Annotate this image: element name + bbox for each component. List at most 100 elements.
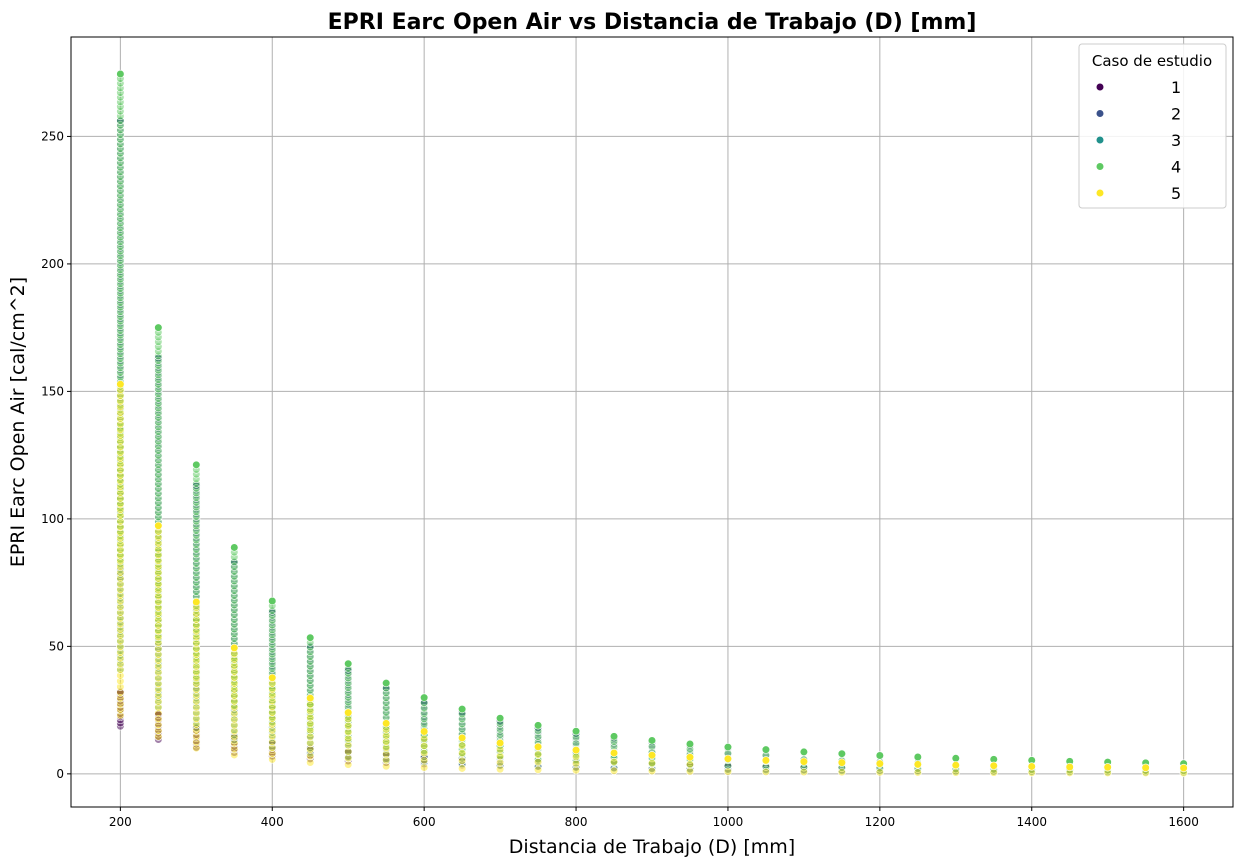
data-point-series-5 [723,767,733,776]
data-point-series-4 [344,659,353,668]
data-point-series-5 [420,749,429,758]
legend-marker [1095,135,1105,145]
data-point-series-4 [571,727,581,736]
y-tick-label: 50 [49,639,64,653]
data-point-series-4 [533,721,543,730]
data-point-series-4 [837,749,846,758]
legend-marker [1095,82,1105,92]
x-tick-label: 1200 [865,815,896,829]
data-point-series-5 [306,694,315,703]
data-point-series-4 [496,714,505,723]
legend-marker [1095,162,1105,171]
data-point-series-5 [230,643,239,653]
data-point-series-5 [268,673,277,682]
data-point-series-5 [761,767,771,776]
data-point-series-4 [230,543,239,552]
data-point-series-4 [420,693,429,702]
legend-label: 4 [1171,158,1181,177]
data-point-series-5 [723,754,733,763]
data-point-series-5 [875,768,884,777]
legend: Caso de estudio 1 2 3 4 5 [1078,43,1227,209]
data-point-series-5 [533,750,543,759]
data-point-series-5 [420,756,429,765]
data-point-series-5 [799,757,808,766]
data-point-series-4 [875,751,884,760]
data-point-series-5 [116,380,125,389]
data-point-series-5 [420,727,429,736]
data-point-series-4 [154,323,163,332]
data-point-series-4 [723,742,733,752]
data-point-series-5 [609,766,619,775]
data-point-series-5 [1103,763,1112,772]
data-point-series-5 [875,759,884,768]
data-point-series-4 [382,678,391,688]
y-tick-label: 0 [56,767,64,781]
data-point-series-5 [837,768,846,777]
x-tick-label: 400 [261,815,284,829]
data-point-series-4 [306,633,315,642]
grid [71,37,1233,807]
x-axis-ticks: 200 400 600 800 1000 1200 1400 1600 [109,807,1199,829]
data-point-series-4 [951,754,960,763]
data-point-series-5 [458,733,467,743]
data-point-series-5 [685,753,695,762]
data-point-series-4 [268,596,277,606]
scatter-points [116,69,1188,778]
x-tick-label: 800 [565,815,588,829]
legend-items: 1 2 3 4 5 [1095,78,1181,203]
legend-label: 3 [1171,131,1181,150]
x-tick-label: 600 [413,815,436,829]
data-point-series-5 [533,742,543,751]
data-point-series-5 [458,749,467,758]
data-point-series-4 [458,704,467,714]
data-point-series-5 [420,741,429,751]
data-point-series-5 [458,741,467,750]
y-tick-label: 200 [41,257,64,271]
data-point-series-4 [761,745,771,754]
legend-label: 5 [1171,184,1181,203]
data-point-series-5 [192,597,201,607]
data-point-series-5 [647,766,657,776]
data-point-series-5 [647,759,657,768]
legend-box [1078,43,1227,209]
data-point-series-5 [1179,763,1188,773]
data-point-series-5 [1027,762,1036,771]
x-tick-label: 200 [109,815,132,829]
data-point-series-5 [382,719,391,728]
data-point-series-5 [913,768,922,777]
data-point-series-5 [344,708,353,717]
data-point-series-5 [685,767,695,776]
data-point-series-5 [951,761,960,770]
data-point-series-5 [761,756,771,765]
legend-title: Caso de estudio [1092,52,1212,70]
data-point-series-5 [647,751,657,760]
data-point-series-4 [647,736,657,745]
data-point-series-4 [609,732,619,741]
data-point-series-5 [837,758,846,767]
plot-frame [70,36,1234,808]
legend-label: 2 [1171,105,1181,124]
data-point-series-4 [116,69,125,79]
data-point-series-5 [458,764,467,773]
legend-label: 1 [1171,78,1181,97]
x-axis-label: Distancia de Trabajo (D) [mm] [509,836,795,858]
data-point-series-4 [913,752,922,762]
data-point-series-5 [458,756,467,765]
data-point-series-4 [799,747,808,757]
y-tick-label: 100 [41,512,64,526]
data-point-series-5 [1065,762,1074,772]
data-point-series-5 [799,767,808,777]
x-tick-label: 1000 [713,815,744,829]
data-point-series-5 [951,768,960,777]
data-point-series-5 [1141,763,1150,772]
data-point-series-5 [420,734,429,743]
x-tick-label: 1600 [1168,815,1199,829]
x-tick-label: 1400 [1016,815,1047,829]
chart-title: EPRI Earc Open Air vs Distancia de Traba… [328,10,977,35]
y-tick-label: 250 [41,129,64,143]
y-axis-label: EPRI Earc Open Air [cal/cm^2] [7,277,29,567]
data-point-series-5 [989,768,998,777]
legend-marker [1095,188,1105,198]
